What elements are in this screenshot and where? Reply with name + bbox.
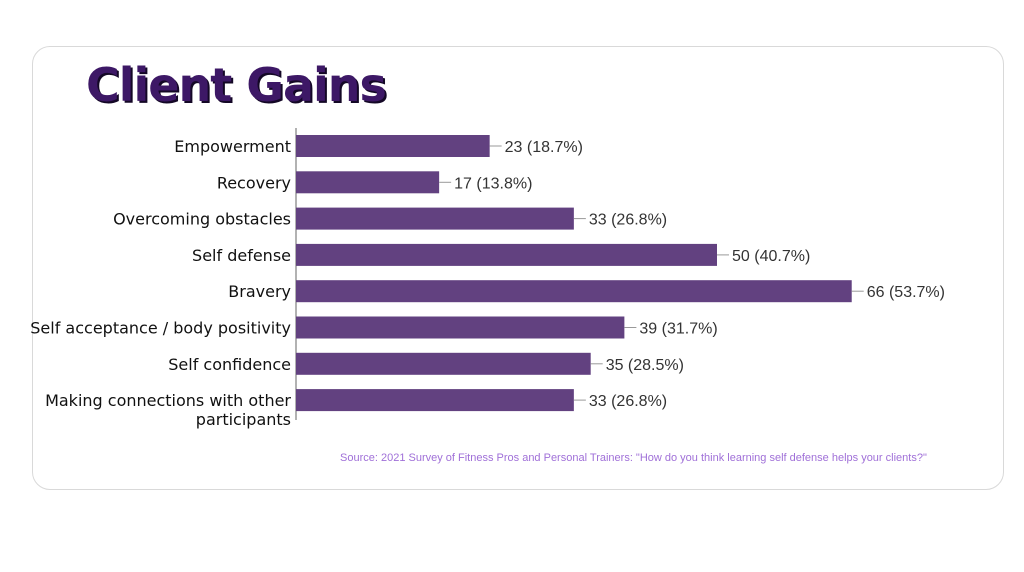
category-label-2: Overcoming obstacles (113, 210, 291, 229)
bar-4 (296, 280, 852, 303)
category-label-6: Self confidence (168, 355, 291, 374)
bar-6 (296, 352, 591, 375)
data-label-6: 35 (28.5%) (606, 357, 684, 374)
bar-1 (296, 171, 440, 194)
category-label-3: Self defense (192, 246, 291, 265)
chart-card (32, 46, 1004, 490)
category-label-7-line2: participants (196, 410, 291, 429)
data-label-1: 17 (13.8%) (454, 175, 532, 192)
bar-7 (296, 389, 574, 412)
bar-2 (296, 207, 574, 230)
category-label-1: Recovery (217, 173, 291, 192)
data-label-2: 33 (26.8%) (589, 212, 667, 229)
category-label-0: Empowerment (174, 137, 291, 156)
data-label-3: 50 (40.7%) (732, 248, 810, 265)
category-label-4: Bravery (228, 282, 291, 301)
bar-0 (296, 135, 490, 157)
source-note: Source: 2021 Survey of Fitness Pros and … (340, 452, 927, 464)
data-label-4: 66 (53.7%) (867, 284, 945, 301)
bar-3 (296, 243, 717, 266)
page-title: Client Gains (86, 58, 387, 112)
data-label-5: 39 (31.7%) (639, 321, 717, 338)
bar-5 (296, 316, 625, 339)
data-label-0: 23 (18.7%) (505, 139, 583, 156)
category-label-7-line1: Making connections with other (45, 391, 291, 410)
category-label-5: Self acceptance / body positivity (30, 319, 291, 338)
data-label-7: 33 (26.8%) (589, 393, 667, 410)
